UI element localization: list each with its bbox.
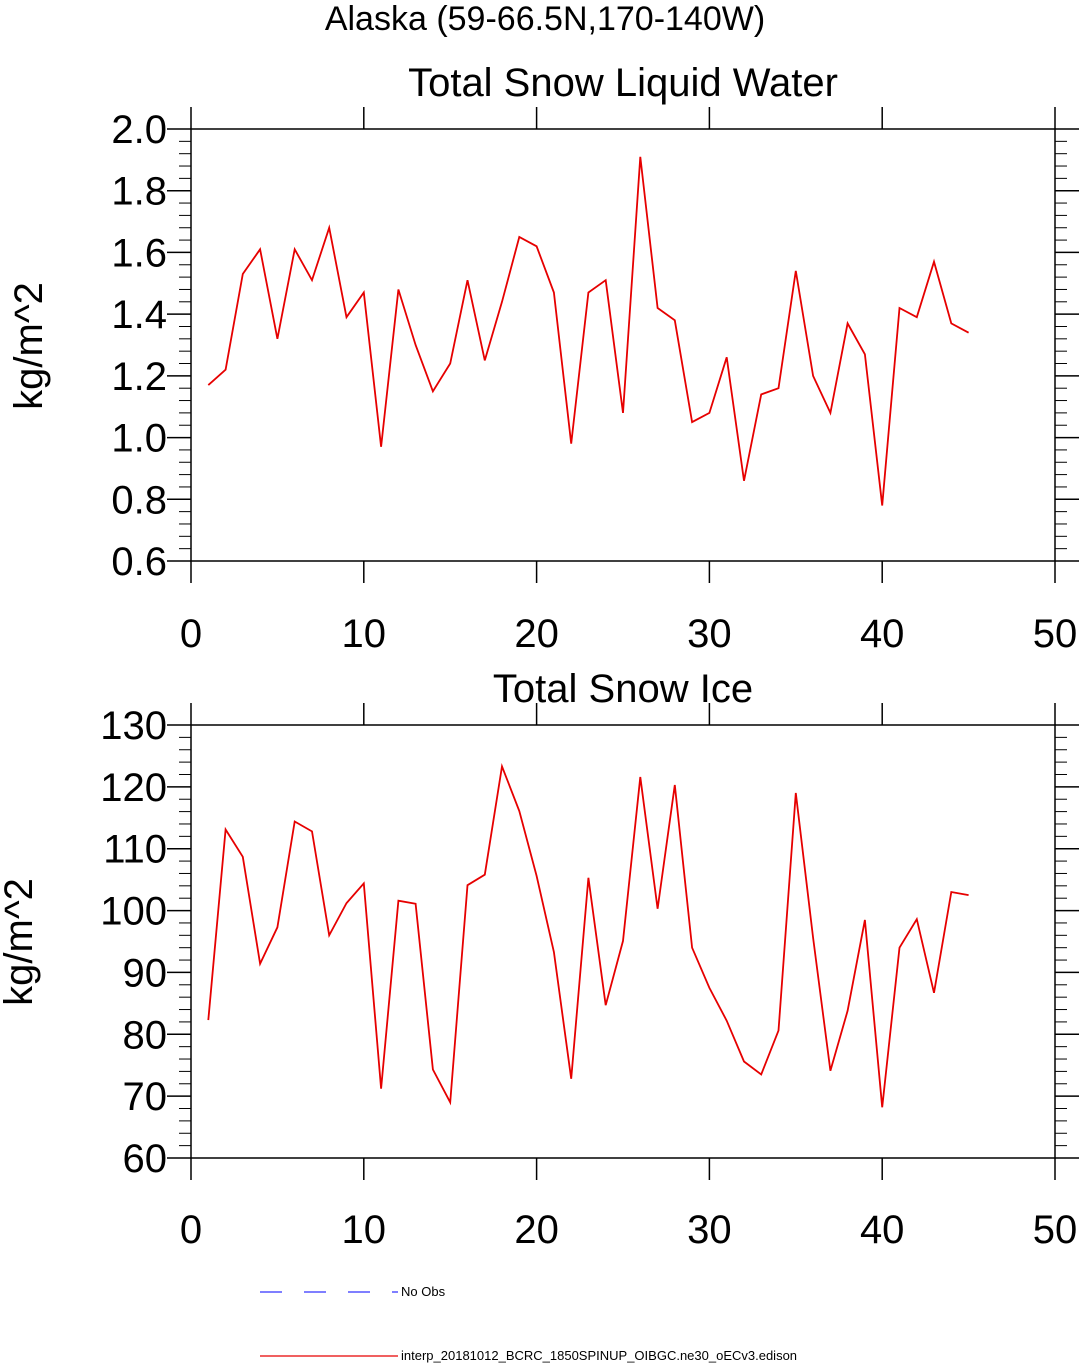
legend-label-model: interp_20181012_BCRC_1850SPINUP_OIBGC.ne… — [401, 1348, 797, 1363]
y-tick-label: 80 — [123, 1013, 168, 1057]
x-tick-label: 50 — [1033, 612, 1078, 656]
x-tick-label: 0 — [180, 1208, 202, 1252]
legend: No Obs interp_20181012_BCRC_1850SPINUP_O… — [260, 1284, 797, 1363]
y-tick-label: 0.6 — [111, 540, 167, 584]
y-tick-label: 60 — [123, 1137, 168, 1181]
series-line — [207, 762, 969, 1108]
y-tick-label: 1.0 — [111, 417, 167, 461]
x-tick-label: 30 — [687, 612, 732, 656]
y-tick-label: 0.8 — [111, 478, 167, 522]
x-tick-label: 0 — [180, 612, 202, 656]
y-tick-label: 1.4 — [111, 293, 167, 337]
x-tick-label: 40 — [860, 612, 905, 656]
x-tick-label: 50 — [1033, 1208, 1078, 1252]
x-tick-label: 20 — [514, 1208, 559, 1252]
y-tick-label: 2.0 — [111, 108, 167, 152]
plot-frame — [190, 128, 1056, 562]
y-axis-label: kg/m^2 — [7, 282, 51, 410]
legend-label-no-obs: No Obs — [401, 1284, 446, 1299]
x-tick-label: 20 — [514, 612, 559, 656]
y-tick-label: 90 — [123, 951, 168, 995]
x-tick-label: 30 — [687, 1208, 732, 1252]
y-tick-label: 110 — [103, 828, 167, 872]
y-tick-label: 1.6 — [111, 231, 167, 275]
x-tick-label: 10 — [342, 612, 387, 656]
chart-panel-snow-liquid-water: Total Snow Liquid Water kg/m^2 0 10 20 30 40… — [7, 61, 1079, 656]
series-line — [207, 156, 970, 506]
y-tick-label: 130 — [100, 704, 167, 748]
x-tick-label: 10 — [342, 1208, 387, 1252]
chart-title: Total Snow Liquid Water — [408, 61, 838, 105]
y-tick-label: 120 — [100, 766, 167, 810]
y-tick-label: 100 — [100, 890, 167, 934]
y-tick-label: 1.2 — [111, 355, 167, 399]
y-tick-label: 70 — [123, 1075, 168, 1119]
y-tick-label: 1.8 — [111, 170, 167, 214]
x-tick-label: 40 — [860, 1208, 905, 1252]
plot-frame — [190, 724, 1056, 1159]
chart-panel-snow-ice: Total Snow Ice kg/m^2 0 10 20 30 40 50 60 70 80 9… — [0, 667, 1079, 1252]
chart-title: Total Snow Ice — [493, 667, 753, 711]
main-title: Alaska (59-66.5N,170-140W) — [325, 0, 765, 38]
y-axis-label: kg/m^2 — [0, 878, 41, 1006]
